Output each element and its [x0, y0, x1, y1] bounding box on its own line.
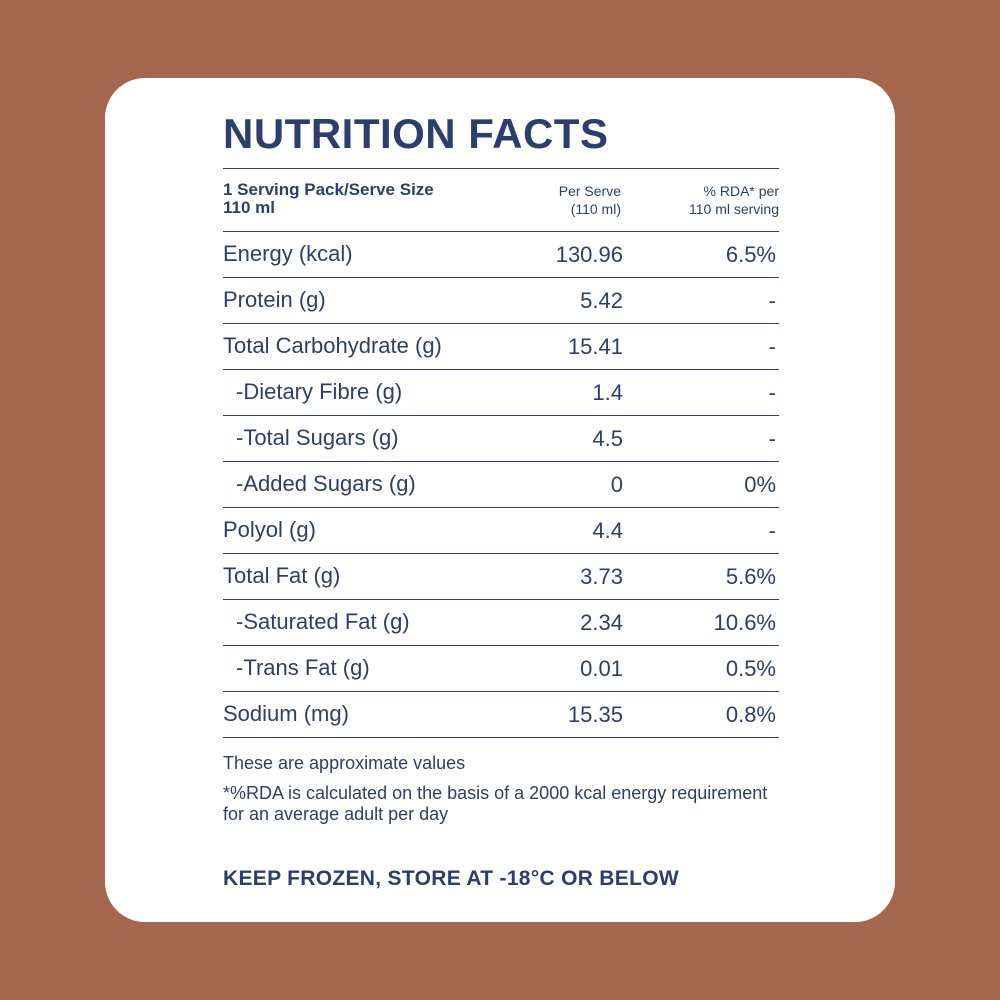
- storage-instruction: KEEP FROZEN, STORE AT -18°C OR BELOW: [223, 867, 679, 890]
- table-row: -Saturated Fat (g) 2.34 10.6%: [223, 599, 779, 645]
- table-row: Total Carbohydrate (g) 15.41 -: [223, 323, 779, 369]
- per-serve-value: 0: [610, 472, 623, 497]
- rda-label: % RDA* per: [703, 183, 779, 199]
- rda-value: 6.5%: [725, 242, 776, 267]
- table-row: Sodium (mg) 15.35 0.8%: [223, 691, 779, 738]
- nutrient-label: Total Fat (g): [223, 563, 341, 588]
- per-serve-value: 5.42: [580, 288, 623, 313]
- nutrition-panel: NUTRITION FACTS 1 Serving Pack/Serve Siz…: [223, 106, 779, 891]
- per-serve-amount: (110 ml): [570, 201, 621, 217]
- rda-value: 10.6%: [713, 610, 776, 635]
- table-row: -Total Sugars (g) 4.5 -: [223, 415, 779, 461]
- approx-note: These are approximate values: [223, 753, 466, 773]
- serving-size-header: 1 Serving Pack/Serve Size 110 ml: [223, 181, 523, 217]
- rda-value: -: [768, 334, 776, 359]
- rda-footnote: *%RDA is calculated on the basis of a 20…: [223, 783, 768, 824]
- rda-value: -: [768, 288, 776, 313]
- nutrient-label: Protein (g): [223, 287, 326, 312]
- nutrition-card: NUTRITION FACTS 1 Serving Pack/Serve Siz…: [105, 78, 895, 922]
- page-title: NUTRITION FACTS: [223, 110, 609, 157]
- nutrient-label: -Dietary Fibre (g): [236, 379, 403, 404]
- table-header: 1 Serving Pack/Serve Size 110 ml Per Ser…: [223, 168, 779, 231]
- per-serve-value: 0.01: [580, 656, 623, 681]
- serving-size-value: 110 ml: [223, 198, 275, 217]
- rda-value: -: [768, 380, 776, 405]
- rda-value: -: [768, 518, 776, 543]
- rda-value: -: [768, 426, 776, 451]
- per-serve-label: Per Serve: [558, 183, 621, 199]
- rda-value: 0%: [744, 472, 776, 497]
- table-row: Energy (kcal) 130.96 6.5%: [223, 231, 779, 277]
- nutrient-table: Energy (kcal) 130.96 6.5% Protein (g) 5.42- T…: [223, 231, 779, 738]
- nutrient-label: Total Carbohydrate (g): [223, 333, 442, 358]
- nutrient-label: Sodium (mg): [223, 701, 349, 726]
- nutrient-label: -Total Sugars (g): [236, 425, 399, 450]
- rda-value: 0.8%: [725, 702, 776, 727]
- table-row: -Added Sugars (g) 0 0%: [223, 461, 779, 507]
- rda-value: 0.5%: [725, 656, 776, 681]
- table-row: -Dietary Fibre (g) 1.4 -: [223, 369, 779, 415]
- table-row: -Trans Fat (g) 0.01 0.5%: [223, 645, 779, 691]
- per-serve-value: 130.96: [555, 242, 623, 267]
- rda-value: 5.6%: [725, 564, 776, 589]
- per-serve-value: 1.4: [592, 380, 623, 405]
- per-serve-value: 15.41: [567, 334, 623, 359]
- rda-basis: 110 ml serving: [688, 201, 779, 217]
- per-serve-value: 15.35: [567, 702, 623, 727]
- per-serve-value: 4.5: [592, 426, 623, 451]
- per-serve-value: 2.34: [580, 610, 623, 635]
- nutrient-label: -Saturated Fat (g): [236, 609, 410, 634]
- serving-size-label: 1 Serving Pack/Serve Size: [223, 180, 434, 199]
- per-serve-value: 4.4: [592, 518, 623, 543]
- per-serve-header: Per Serve (110 ml): [501, 182, 621, 218]
- nutrient-label: -Added Sugars (g): [236, 471, 416, 496]
- nutrient-label: Energy (kcal): [223, 241, 353, 266]
- table-row: Polyol (g) 4.4 -: [223, 507, 779, 553]
- nutrient-label: -Trans Fat (g): [236, 655, 370, 680]
- table-row: Total Fat (g) 3.73 5.6%: [223, 553, 779, 599]
- table-row: Protein (g) 5.42 -: [223, 277, 779, 323]
- nutrient-label: Polyol (g): [223, 517, 316, 542]
- per-serve-value: 3.73: [580, 564, 623, 589]
- rda-header: % RDA* per 110 ml serving: [639, 182, 779, 218]
